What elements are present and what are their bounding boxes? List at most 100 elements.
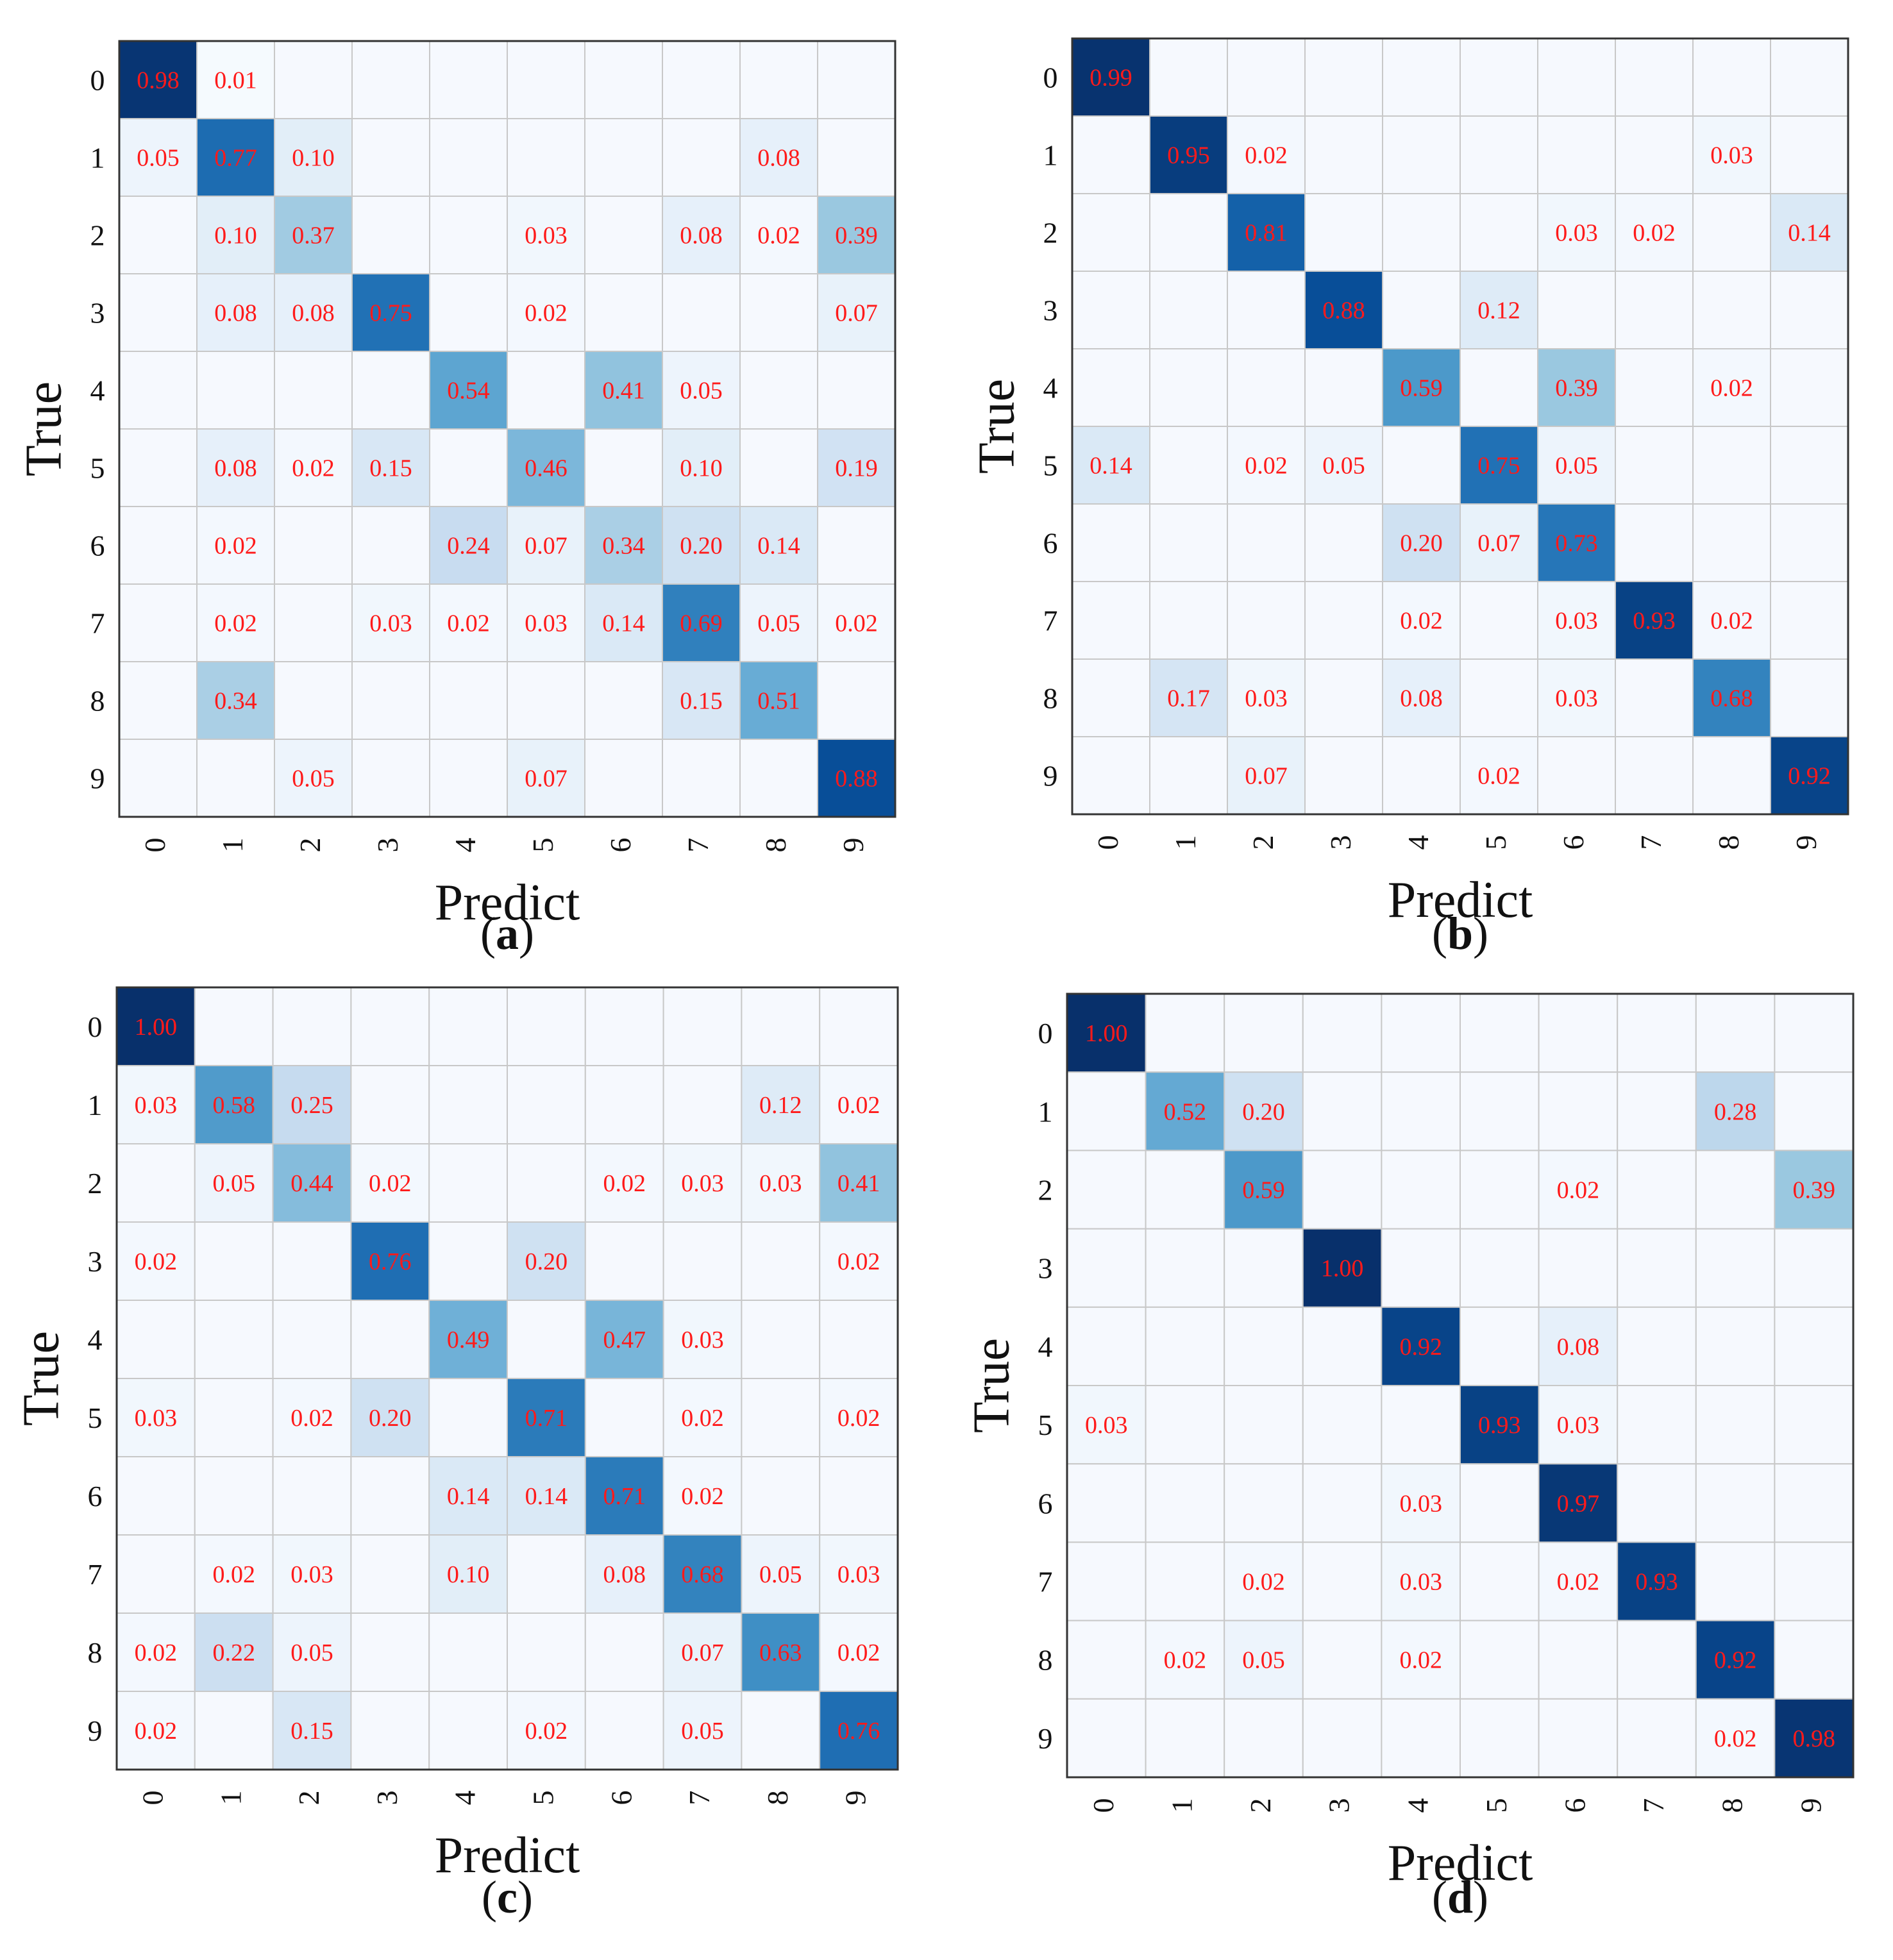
heatmap-cell [584,1143,664,1223]
heatmap-cell [1460,1698,1540,1779]
heatmap-cell [1382,503,1461,582]
heatmap-cell [1538,1228,1619,1308]
cell-value-label: 0.05 [290,1639,333,1666]
cell-value-label: 0.03 [837,1561,880,1588]
cell-value-label: 0.03 [525,222,568,249]
heatmap-cell [1302,1620,1383,1700]
heatmap-cell [429,196,508,274]
heatmap-cell [116,1456,196,1536]
heatmap-cell [1615,193,1694,272]
heatmap-cell [1227,581,1306,660]
x-tick-label: 4 [449,1791,482,1805]
heatmap-cell [739,739,818,817]
heatmap-cell [584,1221,664,1301]
cell-value-label: 0.58 [212,1092,255,1119]
cell-value-label: 0.02 [1242,1569,1285,1596]
y-tick-label: 8 [1038,1644,1053,1677]
heatmap-cell [1615,115,1694,194]
cell-value-label: 0.03 [759,1170,802,1197]
heatmap-cell [1460,1385,1540,1465]
cell-value-label: 0.02 [1400,608,1443,635]
heatmap-cell [1224,1541,1304,1621]
heatmap-cell [1304,271,1383,349]
cell-value-label: 0.63 [759,1639,802,1666]
heatmap-cell [1066,1306,1147,1387]
heatmap-cell [119,118,198,197]
cell-value-label: 0.24 [447,533,490,560]
y-tick-label: 4 [90,374,105,407]
heatmap-cell [116,1143,196,1223]
cell-value-label: 0.81 [1245,220,1288,247]
heatmap-cell [1224,1620,1304,1700]
cell-value-label: 0.03 [1710,142,1753,169]
heatmap-cell [1382,658,1461,737]
heatmap-cell [1381,993,1461,1073]
cell-value-label: 0.07 [835,300,878,327]
heatmap-cell [1617,1306,1697,1387]
y-tick-label: 6 [1043,527,1058,560]
heatmap-cell [1382,193,1461,272]
heatmap-cell [1304,193,1383,272]
heatmap-cell [1072,271,1150,349]
heatmap-cell [1227,348,1306,427]
heatmap-cell [1538,1463,1619,1543]
x-tick-label: 6 [605,1791,637,1805]
heatmap-cell [429,40,508,119]
heatmap-cell [1381,1306,1461,1387]
heatmap-cell [1537,736,1616,815]
heatmap-cell [1145,1541,1225,1621]
cell-value-label: 0.05 [292,766,335,792]
cell-value-label: 0.28 [1714,1098,1757,1125]
heatmap-cell [351,118,430,197]
heatmap-cell [1224,1463,1304,1543]
cell-value-label: 0.03 [135,1092,178,1119]
heatmap-cell [1692,581,1771,660]
heatmap-cell [1072,503,1150,582]
heatmap-cell [1460,1620,1540,1700]
heatmap-cell [584,428,663,507]
cell-value-label: 0.02 [1710,608,1753,635]
y-axis-label: True [968,379,1025,474]
y-tick-label: 8 [88,1636,103,1669]
heatmap-cell [274,196,353,274]
heatmap-cell [428,987,509,1066]
cell-value-label: 0.20 [369,1405,412,1432]
heatmap-cell [194,987,274,1066]
y-axis-label: True [963,1338,1020,1433]
heatmap-cell [1066,1541,1147,1621]
cell-value-label: 0.39 [1792,1177,1835,1204]
heatmap-cell [1382,115,1461,194]
heatmap-cell [1460,1150,1540,1230]
x-tick-label: 4 [1402,835,1434,850]
heatmap-cell [1460,736,1538,815]
heatmap-cell [1615,348,1694,427]
heatmap-cell [584,1065,664,1144]
cell-value-label: 0.08 [1400,685,1443,712]
y-tick-label: 3 [1038,1252,1053,1285]
heatmap-cell [1224,1228,1304,1308]
heatmap-cell [1617,1385,1697,1465]
heatmap-cell [272,1065,352,1144]
heatmap-cell [817,40,896,119]
cell-value-label: 0.93 [1633,608,1676,635]
cell-value-label: 0.98 [137,67,180,94]
cell-value-label: 0.02 [681,1483,724,1510]
cell-value-label: 0.02 [837,1639,880,1666]
heatmap-cell [507,987,586,1066]
cell-value-label: 0.03 [1557,1412,1600,1439]
heatmap-cell [739,661,818,740]
cell-value-label: 0.14 [1090,453,1132,480]
cell-value-label: 0.25 [290,1092,333,1119]
cell-value-label: 0.14 [1788,220,1831,247]
heatmap-cell [274,506,353,585]
heatmap-cell [1537,658,1616,737]
heatmap-cell [741,1612,821,1692]
heatmap-cell [739,118,818,197]
heatmap-cell [584,196,663,274]
x-tick-label: 0 [1091,835,1124,850]
heatmap-cell [1072,38,1150,117]
cell-value-label: 0.44 [290,1170,333,1197]
y-tick-label: 5 [1043,449,1058,482]
heatmap-cell [272,1143,352,1223]
heatmap-cell [272,1534,352,1614]
